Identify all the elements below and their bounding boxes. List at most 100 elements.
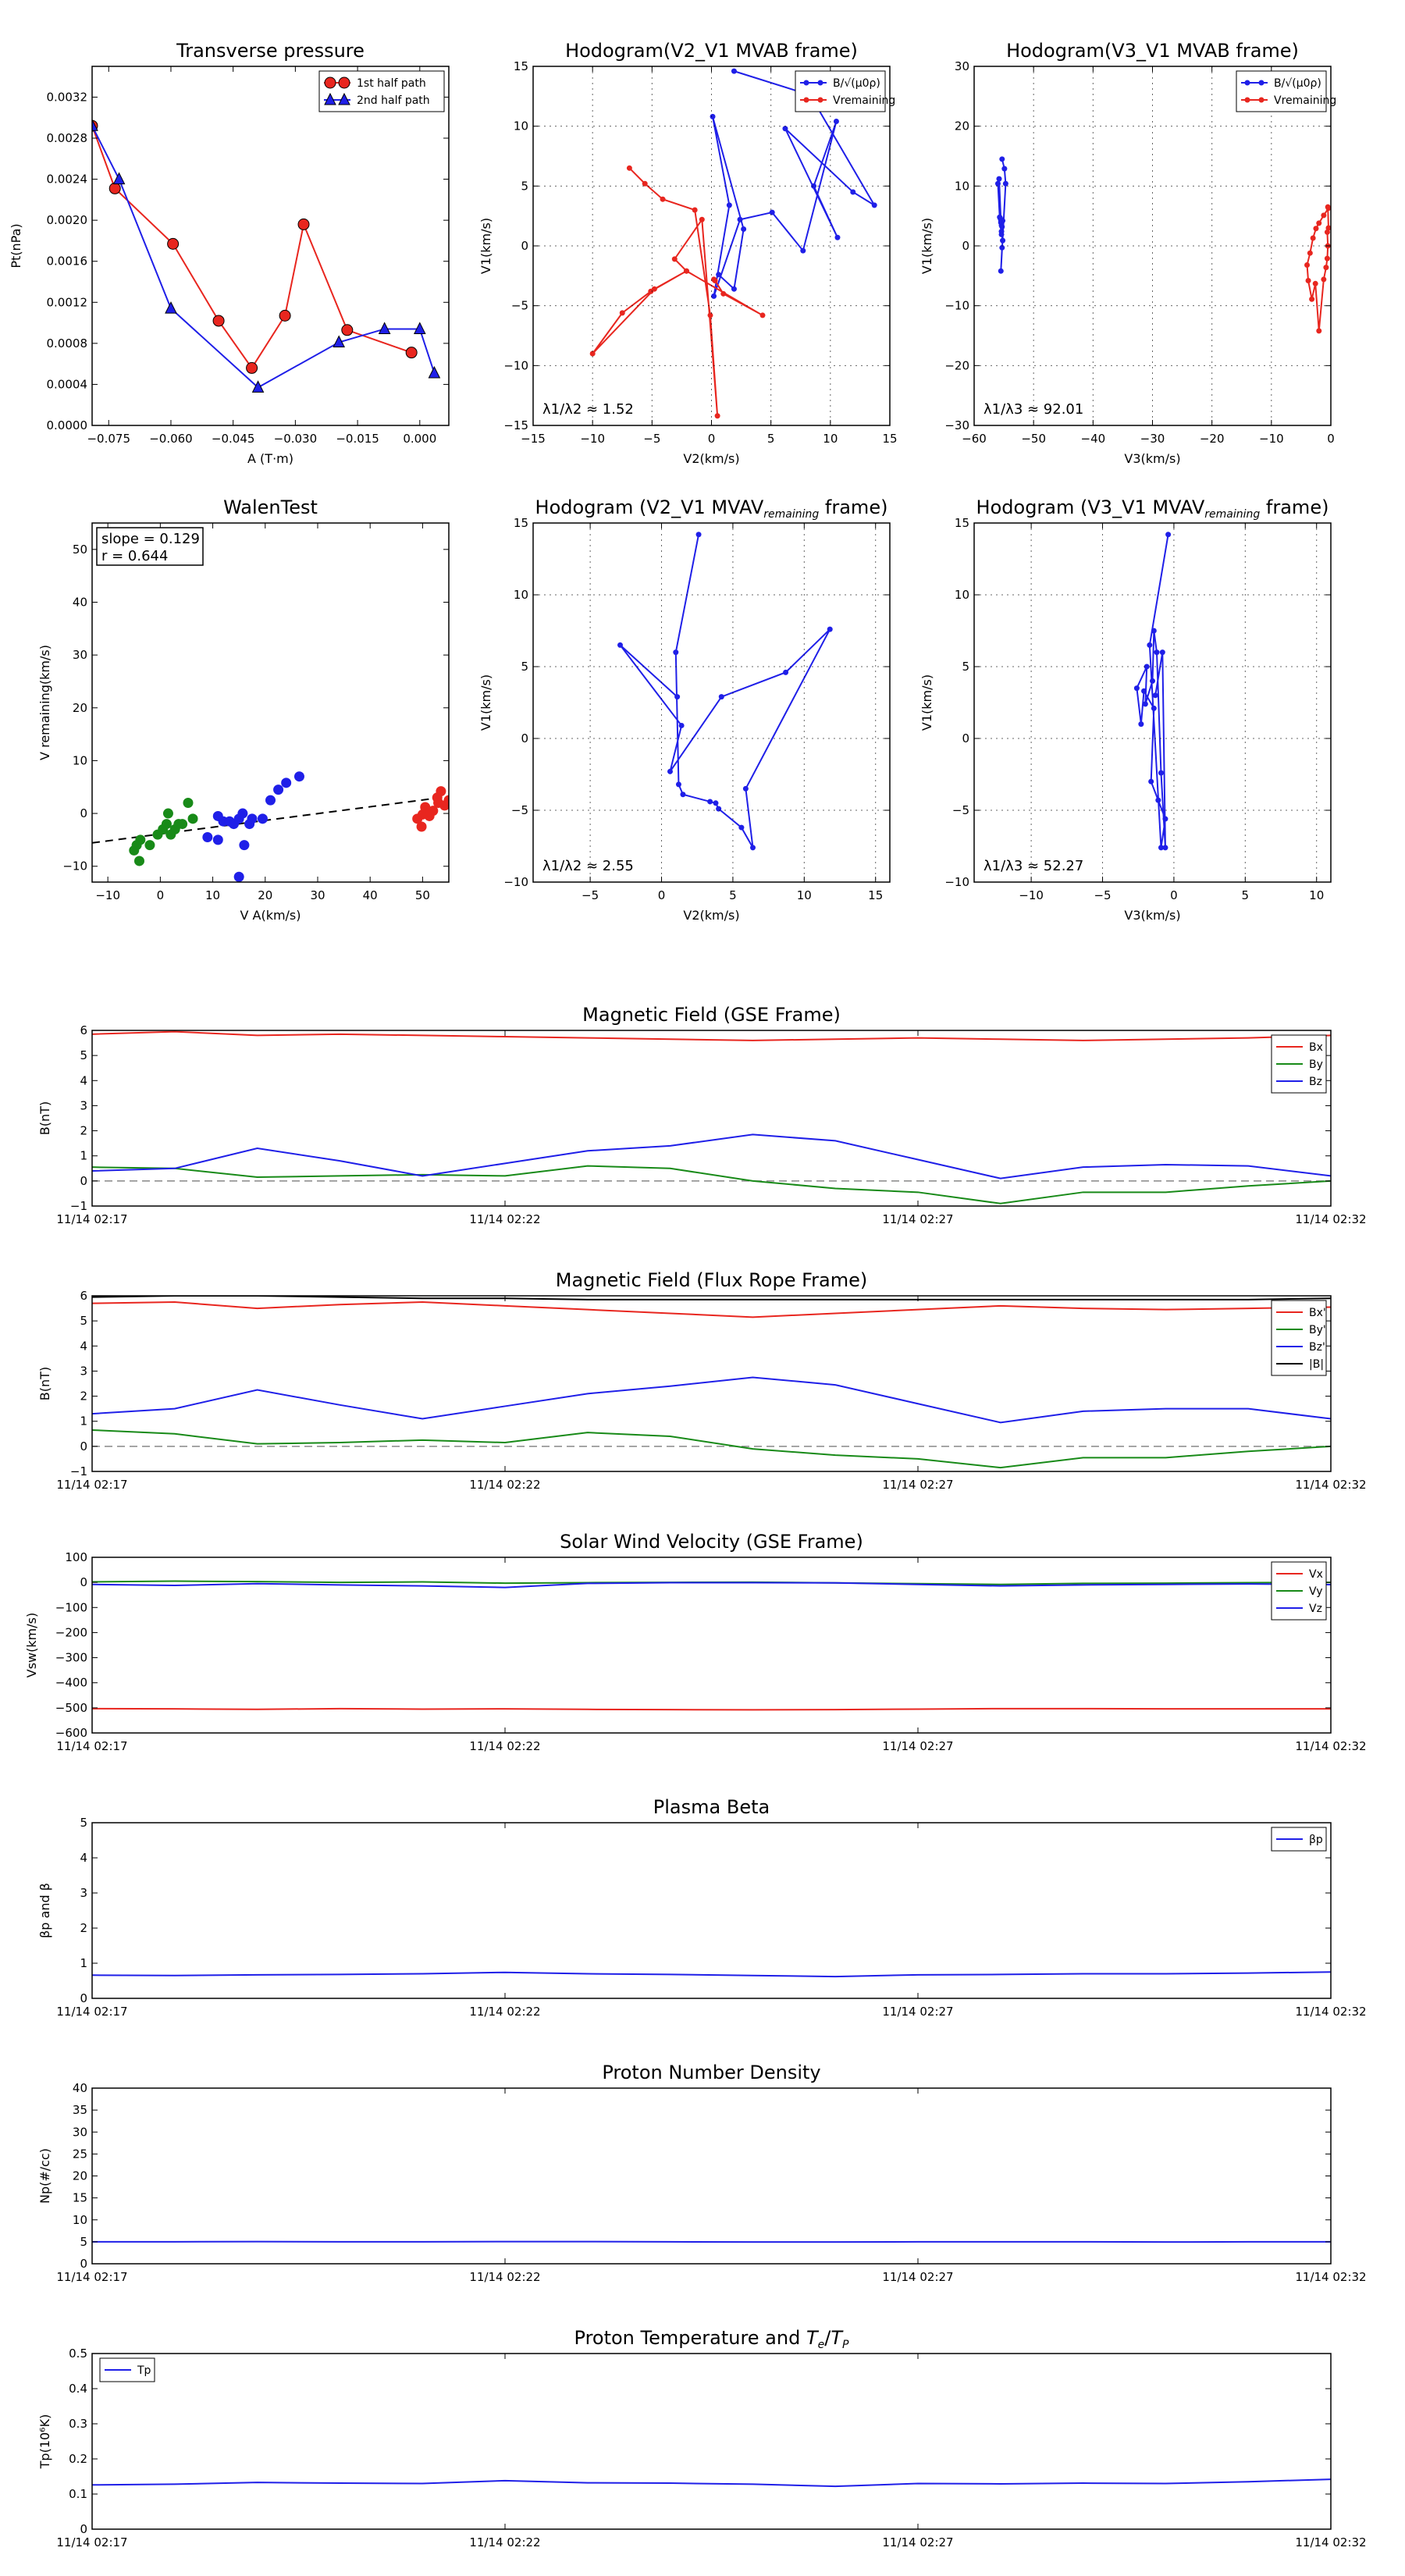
chart-hv31: −10 −5 0 5 10 −10 −5 0 5 10 15 Hodogram (V3_V1 MVAV… [919, 496, 1332, 923]
bfr-ytick-label: 2 [80, 1389, 87, 1404]
bfr-xtick-label: 11/14 02:32 [1295, 1478, 1366, 1492]
hv21-marker [667, 768, 673, 774]
hv31-marker [1162, 816, 1168, 822]
walen-fit-line [92, 795, 449, 844]
chart-bfr: 11/14 02:17 11/14 02:22 11/14 02:27 11/14 0… [37, 1269, 1367, 1492]
bgse-ytick-label: −1 [70, 1199, 87, 1213]
vsw-ytick-label: 0 [80, 1575, 87, 1589]
h31-legend-marker [1244, 80, 1250, 86]
h21-marker [731, 68, 737, 74]
h21-marker [737, 216, 743, 222]
walen-point [161, 819, 172, 830]
chart-np: 11/14 02:17 11/14 02:22 11/14 02:27 11/14 0… [37, 2062, 1367, 2284]
h21-marker [800, 247, 806, 254]
h31-annotation: λ1/λ3 ≈ 92.01 [984, 401, 1083, 418]
bgse-xtick-label: 11/14 02:17 [56, 1212, 127, 1226]
bgse-frame [91, 1030, 1332, 1207]
walen-ytick-label: 30 [73, 648, 87, 662]
walen-point [212, 834, 223, 845]
pt-ytick-label: 0.0016 [47, 254, 88, 269]
h21-xlabel: V2(km/s) [683, 451, 739, 466]
hv21-ylabel: V1(km/s) [478, 674, 493, 731]
bgse-xtick-label: 11/14 02:32 [1295, 1212, 1366, 1226]
beta-ytick-label: 3 [80, 1886, 87, 1900]
hv31-marker [1150, 678, 1155, 684]
walen-xlabel: V A(km/s) [240, 908, 301, 923]
h21-series-line [592, 167, 763, 416]
tp-xtick-label: 11/14 02:22 [469, 2535, 540, 2549]
h31-legend-label: Vremaining [1274, 94, 1336, 107]
pt-xtick-label: −0.030 [274, 432, 318, 446]
h31-xtick-label: −10 [1259, 432, 1284, 446]
h21-marker [769, 209, 775, 215]
h31-xtick-label: −30 [1140, 432, 1165, 446]
hv21-frame [532, 522, 891, 883]
h31-ytick-label: −20 [944, 358, 969, 372]
hv31-ylabel: V1(km/s) [919, 674, 934, 731]
walen-xtick-label: 40 [363, 888, 378, 902]
h31-marker [999, 223, 1005, 229]
h21-marker [711, 293, 717, 299]
h21-marker [716, 272, 722, 278]
pt-ytick-label: 0.0024 [47, 173, 88, 187]
np-ytick-label: 0 [80, 2257, 87, 2271]
hv21-ytick-label: 0 [521, 731, 528, 745]
walen-point [416, 821, 427, 832]
walen-title: WalenTest [223, 496, 318, 518]
vsw-ytick-label: 100 [65, 1550, 87, 1564]
np-ytick-label: 5 [80, 2235, 87, 2249]
beta-ytick-label: 4 [80, 1851, 87, 1865]
h31-marker [1323, 265, 1329, 271]
pt-marker [341, 324, 354, 336]
beta-legend-label: βp [1309, 1834, 1323, 1846]
walen-point [257, 813, 268, 824]
h31-ytick-label: 20 [955, 119, 969, 133]
pt-legend-label: 1st half path [357, 77, 426, 90]
bgse-legend-label: Bx [1309, 1041, 1323, 1054]
hv31-marker [1141, 688, 1147, 694]
bgse-series-line [92, 1133, 1331, 1179]
walen-xtick-label: 20 [258, 888, 272, 902]
bgse-legend-label: Bz [1309, 1076, 1322, 1088]
pt-marker [297, 218, 310, 230]
walen-point [237, 808, 248, 819]
bfr-ytick-label: −1 [70, 1464, 87, 1478]
bgse-plot-area [92, 1030, 1331, 1204]
h31-marker [999, 156, 1005, 162]
h21-marker [711, 276, 717, 283]
hv21-plot-area [617, 532, 833, 851]
beta-ytick-label: 5 [80, 1816, 87, 1830]
hv21-marker [716, 806, 722, 812]
hv21-marker [707, 799, 713, 805]
hv31-ytick-label: 5 [962, 660, 969, 674]
chart-vsw: 11/14 02:17 11/14 02:22 11/14 02:27 11/14 0… [24, 1531, 1367, 1753]
vsw-xtick-label: 11/14 02:17 [56, 1739, 127, 1753]
beta-ytick-label: 1 [80, 1956, 87, 1970]
hv21-marker [673, 649, 679, 656]
chart-h31: −60 −50 −40 −30 −20 −10 0 −30 −20 −10 0 10 20 30 Hodog… [919, 40, 1336, 466]
hv21-marker [750, 845, 756, 851]
hv21-ytick-label: −10 [503, 875, 528, 889]
hv31-frame [973, 522, 1332, 883]
h31-xtick-label: −20 [1200, 432, 1225, 446]
h21-legend-marker [817, 80, 823, 86]
pt-marker [405, 347, 418, 359]
walen-annotation: r = 0.644 [101, 548, 168, 564]
h31-ytick-label: −10 [944, 299, 969, 313]
pt-legend-marker [324, 92, 336, 105]
vsw-ytick-label: −400 [55, 1676, 87, 1690]
walen-point [265, 795, 276, 806]
hv21-marker [783, 669, 789, 675]
bfr-title: Magnetic Field (Flux Rope Frame) [556, 1269, 867, 1291]
beta-title: Plasma Beta [653, 1796, 770, 1818]
h21-marker [720, 290, 727, 297]
bgse-ytick-label: 1 [80, 1149, 87, 1163]
h31-marker [1305, 277, 1311, 283]
bgse-ytick-label: 6 [80, 1023, 87, 1037]
tp-ytick-label: 0.3 [69, 2417, 87, 2431]
bgse-ytick-label: 2 [80, 1124, 87, 1138]
bfr-ylabel: B(nT) [37, 1367, 52, 1400]
walen-point [281, 777, 292, 788]
h21-ytick-label: −10 [503, 358, 528, 372]
